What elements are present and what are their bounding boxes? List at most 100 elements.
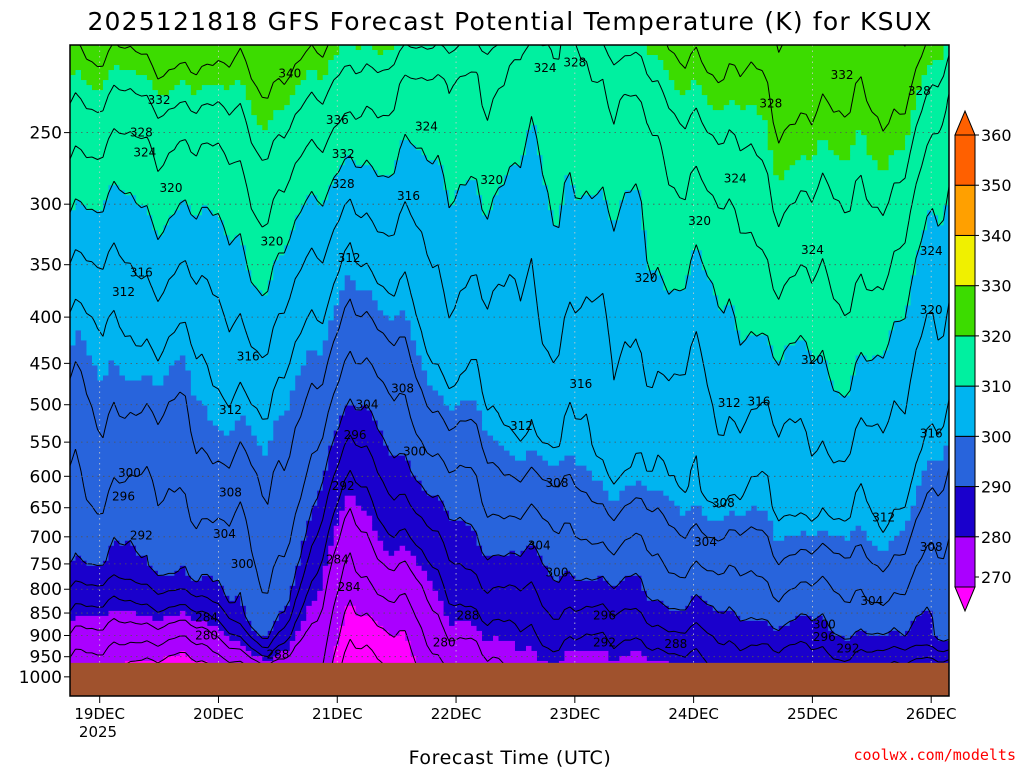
field-cell [701, 260, 917, 266]
field-cell [70, 315, 335, 322]
field-cell [70, 170, 340, 176]
field-cell [174, 210, 192, 216]
field-cell [190, 615, 247, 622]
field-cell [394, 45, 648, 51]
field-cell [905, 315, 949, 322]
contour-label: 292 [130, 529, 153, 543]
field-cell [289, 230, 648, 236]
field-cell [740, 105, 747, 111]
field-cell [168, 370, 192, 377]
field-cell [207, 410, 285, 417]
field-cell [201, 575, 214, 582]
field-cell [218, 580, 296, 587]
field-cell [383, 430, 489, 437]
field-cell [482, 550, 511, 557]
field-cell [690, 270, 708, 276]
field-cell [482, 410, 949, 417]
field-cell [712, 605, 949, 612]
field-cell [888, 160, 949, 166]
field-cell [877, 165, 890, 171]
field-cell [509, 170, 544, 176]
colorbar-tick-label: 360 [981, 126, 1012, 145]
field-cell [240, 240, 291, 246]
field-cell [536, 545, 879, 552]
field-cell [70, 290, 263, 296]
field-cell [619, 205, 642, 211]
field-cell [910, 285, 949, 291]
field-cell [773, 150, 818, 156]
field-cell [179, 565, 186, 572]
field-cell [553, 220, 560, 226]
field-cell [542, 555, 949, 562]
field-cell [372, 615, 450, 622]
field-cell [306, 355, 423, 362]
field-cell [850, 535, 868, 542]
field-cell [520, 160, 544, 166]
field-cell [394, 315, 406, 322]
field-cell [311, 505, 346, 512]
field-cell [646, 245, 923, 251]
field-cell [932, 610, 949, 617]
field-cell [289, 640, 340, 647]
field-cell [547, 185, 566, 191]
field-cell [767, 135, 857, 141]
field-cell [289, 400, 445, 407]
field-cell [542, 165, 774, 171]
field-cell [70, 305, 335, 312]
contour-label: 312 [219, 403, 242, 417]
field-cell [339, 425, 379, 432]
field-cell [141, 375, 154, 382]
field-cell [690, 265, 703, 271]
field-cell [190, 205, 203, 211]
field-cell [355, 605, 445, 612]
field-cell [932, 60, 949, 66]
field-cell [240, 595, 291, 602]
field-cell [251, 100, 291, 106]
field-cell [333, 310, 384, 317]
field-cell [70, 120, 258, 126]
field-cell [602, 480, 637, 487]
field-cell [70, 335, 77, 342]
field-cell [163, 655, 192, 662]
field-cell [355, 495, 439, 502]
field-cell [201, 400, 291, 407]
field-cell [317, 350, 324, 357]
field-cell [839, 155, 851, 161]
field-cell [306, 75, 318, 81]
field-cell [663, 280, 686, 286]
field-cell [70, 535, 307, 542]
contour-label: 316 [237, 349, 260, 363]
x-tick-label: 20DEC [193, 705, 244, 723]
field-cell [773, 170, 785, 176]
field-cell [932, 630, 949, 637]
field-cell [300, 625, 340, 632]
colorbar-band-350 [954, 184, 976, 236]
colorbar-tick-label: 330 [981, 277, 1012, 296]
field-cell [646, 45, 945, 51]
field-cell [201, 205, 208, 211]
field-cell [190, 90, 197, 96]
field-cell [70, 310, 335, 317]
field-cell [833, 150, 851, 156]
field-cell [701, 255, 917, 261]
field-cell [70, 640, 241, 647]
field-cell [70, 325, 329, 332]
colorbar-tick-label: 310 [981, 377, 1012, 396]
field-cell [762, 115, 912, 121]
y-tick-label: 750 [30, 555, 62, 575]
field-cell [828, 365, 857, 372]
field-cell [641, 650, 949, 657]
field-cell [333, 535, 379, 542]
field-cell [438, 595, 648, 602]
field-cell [108, 370, 121, 377]
field-cell [443, 610, 736, 617]
field-cell [828, 140, 857, 146]
contour-label: 300 [403, 444, 426, 458]
field-cell [70, 625, 219, 632]
field-cell [767, 145, 818, 151]
field-cell [91, 355, 181, 362]
field-cell [289, 405, 346, 412]
field-cell [388, 630, 401, 637]
field-cell [833, 630, 857, 637]
field-cell [317, 595, 439, 602]
